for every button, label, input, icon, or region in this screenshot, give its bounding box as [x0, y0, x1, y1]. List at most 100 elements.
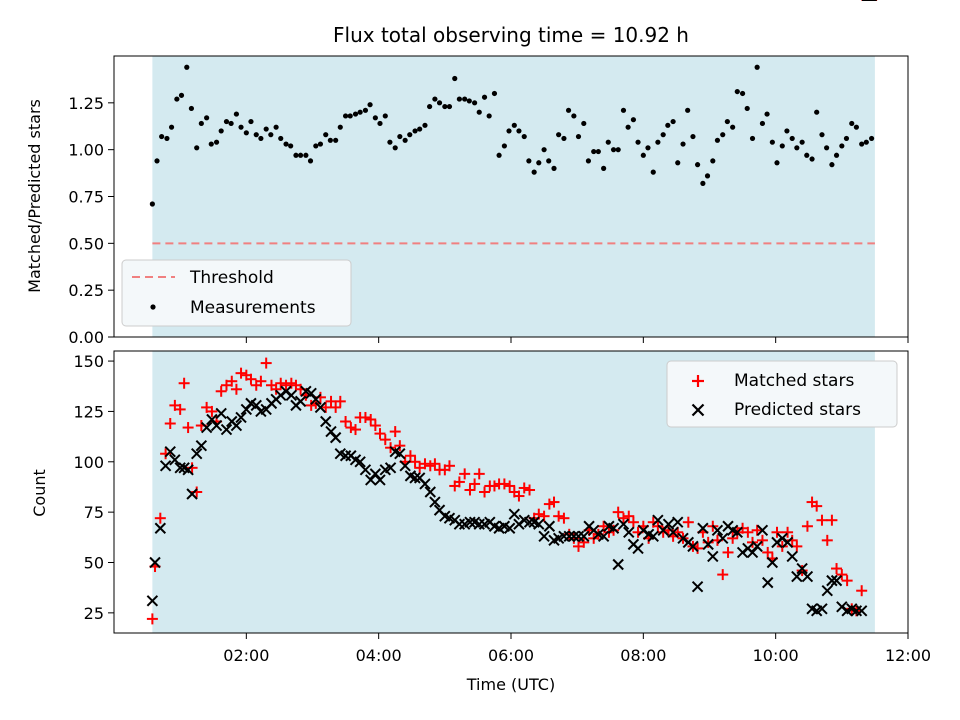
measurement-point — [685, 107, 691, 113]
measurement-point — [591, 148, 597, 155]
measurement-point — [675, 160, 681, 166]
measurement-point — [317, 141, 324, 147]
y-tick-label: 25 — [84, 604, 104, 623]
measurement-point — [774, 160, 780, 166]
matched-star-point — [558, 512, 570, 524]
predicted-star-point — [409, 472, 421, 484]
measurement-point — [283, 141, 289, 147]
bottom-y-axis-label: Count — [30, 469, 49, 517]
measurement-point — [387, 139, 393, 145]
matched-star-point — [856, 585, 868, 597]
predicted-star-point — [235, 411, 247, 424]
matched-star-point — [513, 490, 525, 502]
measurement-point — [164, 135, 170, 142]
predicted-legend-label: Predicted stars — [734, 400, 861, 420]
predicted-star-point — [169, 454, 181, 466]
measurement-point — [853, 124, 859, 130]
measurement-point — [561, 135, 567, 142]
y-tick-label: 75 — [84, 503, 104, 522]
predicted-star-point — [691, 580, 704, 593]
measurement-point — [417, 126, 423, 132]
measurement-point — [367, 102, 373, 108]
measurement-point — [526, 158, 532, 164]
measurement-point — [833, 152, 840, 158]
measurement-point — [278, 135, 284, 142]
matched-star-point — [742, 526, 754, 538]
predicted-star-point — [568, 530, 580, 543]
matched-star-point — [340, 416, 352, 427]
measurements-legend-label: Measurements — [190, 298, 316, 318]
matched-star-point — [374, 428, 386, 440]
predicted-star-point — [791, 570, 803, 583]
predicted-star-point — [756, 524, 769, 536]
matched-legend-label: Matched stars — [734, 371, 854, 391]
matched-star-point — [325, 395, 337, 407]
matched-star-point — [226, 375, 238, 387]
measurement-point — [769, 139, 775, 145]
measurement-point — [730, 124, 736, 130]
y-tick-label: 0.75 — [68, 188, 104, 207]
matched-star-point — [518, 482, 530, 494]
measurement-point — [486, 113, 492, 119]
measurement-point — [496, 152, 502, 158]
measurement-point — [665, 122, 671, 128]
predicted-star-point — [354, 456, 366, 468]
measurement-point — [476, 109, 482, 115]
measurement-point — [655, 139, 661, 145]
x-tick-label: 04:00 — [356, 646, 402, 665]
x-tick-label: 08:00 — [620, 646, 666, 665]
predicted-star-point — [384, 462, 397, 474]
matched-star-point — [404, 450, 416, 462]
matched-star-point — [215, 385, 227, 397]
matched-star-point — [453, 476, 465, 488]
measurement-point — [571, 113, 577, 119]
measurement-point — [238, 124, 244, 130]
measurement-point — [531, 169, 537, 175]
measurement-point — [248, 118, 254, 125]
measurement-point — [595, 148, 601, 155]
measurement-point — [720, 132, 726, 138]
measurement-point — [869, 135, 875, 142]
predicted-star-point — [329, 431, 342, 444]
matched-star-point — [280, 379, 292, 391]
matched-star-point — [359, 411, 371, 423]
predicted-star-point — [687, 540, 699, 553]
y-tick-label: 100 — [73, 453, 104, 472]
matched-star-point — [727, 532, 739, 544]
matched-star-point — [186, 462, 198, 474]
measurement-point — [724, 118, 730, 125]
y-tick-label: 150 — [73, 352, 104, 371]
measurement-point — [635, 139, 641, 145]
measurement-point — [521, 133, 527, 140]
measurement-point — [541, 147, 547, 153]
predicted-star-point — [607, 522, 620, 534]
top-legend: Threshold Measurements — [121, 259, 352, 327]
measurement-point — [427, 103, 433, 110]
predicted-star-point — [200, 421, 213, 434]
measurement-point — [382, 113, 388, 119]
measurement-point — [575, 133, 582, 140]
predicted-star-point — [855, 605, 868, 617]
y-tick-label: 0.50 — [68, 234, 104, 253]
matched-star-point — [206, 405, 218, 417]
x-tick-label: 12:00 — [885, 646, 931, 665]
matched-star-point — [524, 484, 536, 496]
predicted-star-point — [429, 496, 441, 508]
measurement-point — [670, 118, 676, 125]
matched-star-point — [419, 458, 431, 470]
matched-star-point — [260, 357, 272, 369]
measurement-point — [204, 115, 210, 121]
measurement-point — [819, 132, 825, 138]
measurement-point — [511, 122, 517, 128]
matched-star-point — [469, 478, 481, 490]
measurement-point — [372, 115, 378, 121]
predicted-star-point — [801, 570, 814, 583]
predicted-star-point — [647, 530, 659, 543]
measurement-point — [680, 141, 686, 147]
measurement-point — [307, 158, 314, 164]
predicted-star-point — [399, 460, 411, 472]
measurement-point — [556, 132, 562, 138]
measurement-point — [452, 75, 458, 82]
measurement-point — [208, 141, 214, 147]
measurement-point — [759, 120, 766, 127]
